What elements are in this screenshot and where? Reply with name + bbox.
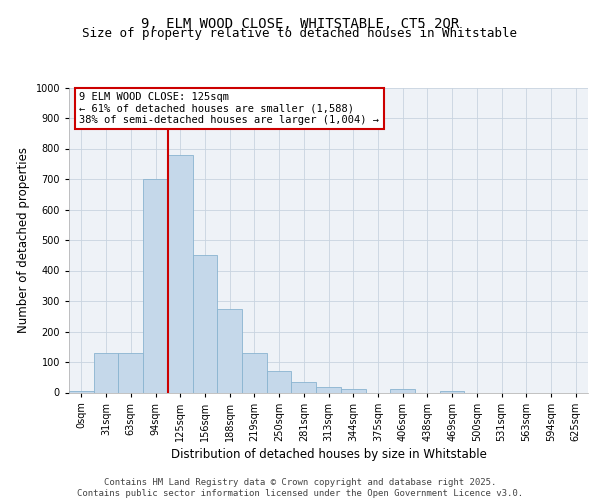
Bar	[94, 353, 118, 393]
Bar	[292, 382, 316, 392]
Text: Contains HM Land Registry data © Crown copyright and database right 2025.
Contai: Contains HM Land Registry data © Crown c…	[77, 478, 523, 498]
Bar	[143, 179, 168, 392]
Bar	[390, 390, 415, 392]
Bar	[217, 308, 242, 392]
Y-axis label: Number of detached properties: Number of detached properties	[17, 147, 30, 333]
Bar	[193, 255, 217, 392]
Bar	[341, 390, 365, 392]
X-axis label: Distribution of detached houses by size in Whitstable: Distribution of detached houses by size …	[170, 448, 487, 461]
Bar	[267, 371, 292, 392]
Text: Size of property relative to detached houses in Whitstable: Size of property relative to detached ho…	[83, 28, 517, 40]
Bar	[440, 391, 464, 392]
Text: 9 ELM WOOD CLOSE: 125sqm
← 61% of detached houses are smaller (1,588)
38% of sem: 9 ELM WOOD CLOSE: 125sqm ← 61% of detach…	[79, 92, 379, 126]
Bar	[242, 353, 267, 393]
Bar	[316, 387, 341, 392]
Bar	[168, 154, 193, 392]
Bar	[69, 391, 94, 392]
Bar	[118, 353, 143, 393]
Text: 9, ELM WOOD CLOSE, WHITSTABLE, CT5 2QR: 9, ELM WOOD CLOSE, WHITSTABLE, CT5 2QR	[141, 18, 459, 32]
